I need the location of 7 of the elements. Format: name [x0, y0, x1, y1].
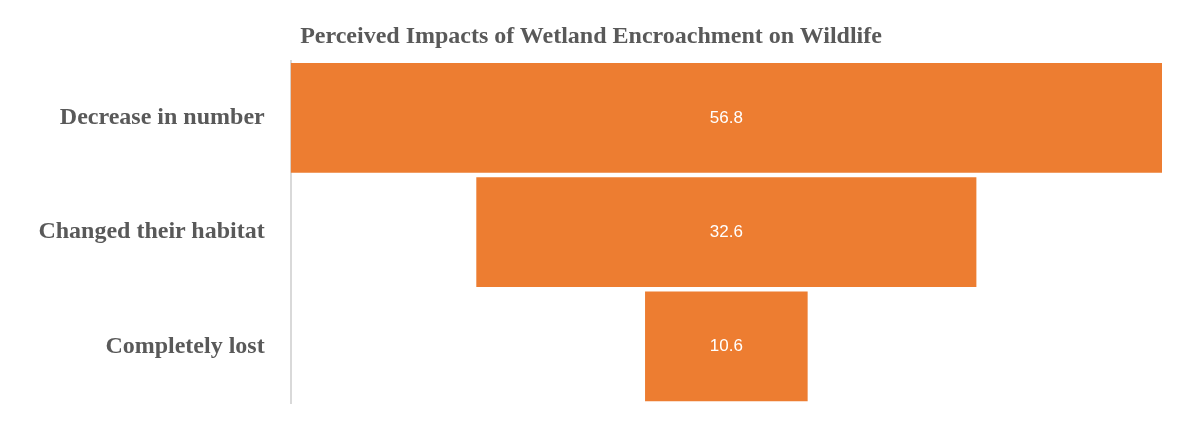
data-label: 32.6	[709, 221, 743, 241]
category-label: Completely lost	[105, 331, 265, 358]
data-label: 56.8	[709, 107, 743, 127]
text: Perceived Impacts of Wetland Encroachment on Wildlife	[300, 21, 883, 48]
data-label: 10.6	[709, 336, 743, 356]
category-label: Changed their habitat	[38, 217, 265, 244]
category-label: Decrease in number	[59, 103, 266, 130]
